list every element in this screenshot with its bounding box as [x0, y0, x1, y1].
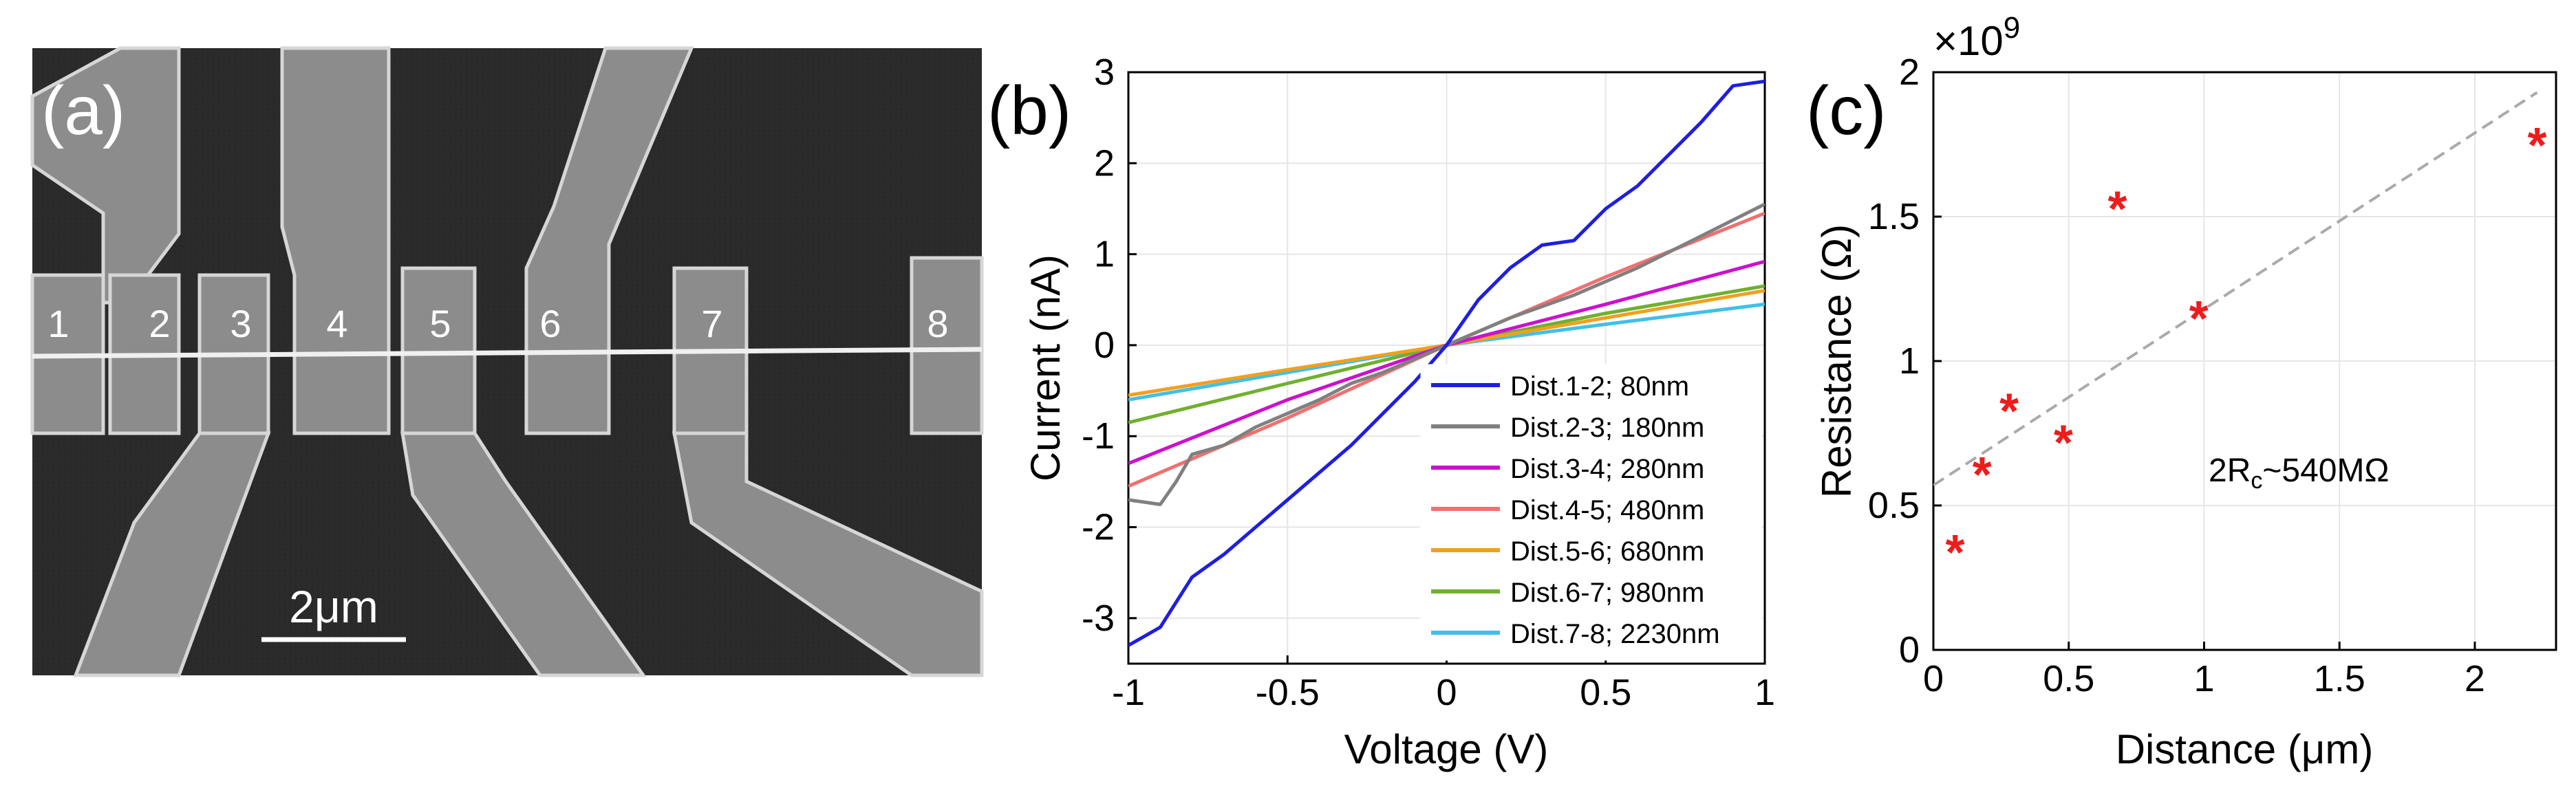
data-points: *******: [1945, 118, 2546, 580]
x-tick-label: -1: [1112, 672, 1145, 713]
legend-box: [1420, 364, 1762, 661]
chart-b: (b) -1 -0.5 0 0.5 1 3 2 1 0 -1 -2 -3 Voltage (V) Cu…: [987, 52, 1775, 772]
electrode-label: 1: [47, 302, 69, 345]
data-point: *: [1999, 384, 2019, 439]
legend-label: Dist.4-5; 480nm: [1510, 495, 1704, 525]
series-line: [1128, 79, 1765, 647]
electrode-label: 7: [701, 302, 722, 345]
y-tick-label: 1.5: [1868, 196, 1920, 237]
x-axis-label: Voltage (V): [1344, 726, 1549, 772]
fit-annotation: 2Rc~540MΩ: [2209, 453, 2389, 494]
y-tick-label: 1: [1899, 340, 1920, 382]
scale-bar-label: 2μm: [289, 581, 378, 632]
x-tick-label: 0: [1436, 672, 1457, 713]
x-tick-label: 1: [2193, 658, 2214, 699]
fit-line: [1933, 91, 2538, 487]
series-group: [1128, 79, 1765, 647]
y-tick-label: -3: [1082, 598, 1115, 639]
electrode-label: 6: [539, 302, 561, 345]
panel-a-label: (a): [41, 72, 125, 149]
y-tick-label: 1: [1094, 234, 1115, 275]
electrode-label: 8: [927, 302, 948, 345]
nanowire: [32, 347, 983, 359]
panel-b-label: (b): [987, 72, 1071, 149]
x-tick-label: 1: [1754, 672, 1775, 713]
legend: Dist.1-2; 80nm Dist.2-3; 180nm Dist.3-4; 2…: [1420, 364, 1762, 661]
electrode-label: 2: [149, 302, 170, 345]
x-axis-label: Distance (μm): [2116, 726, 2374, 772]
y-tick-label: 2: [1094, 142, 1115, 184]
panel-c-label: (c): [1806, 72, 1887, 149]
series-line: [1128, 202, 1765, 506]
annotation-main: 2R: [2209, 453, 2251, 489]
chart-c: (c) 0 0.5 1 1.5 200.511.52 ******* Distance …: [1806, 11, 2557, 772]
data-point: *: [1973, 448, 1992, 503]
electrode-label: 4: [326, 302, 347, 345]
y-tick-label: 0: [1094, 325, 1115, 366]
annotation-tail: ~540MΩ: [2262, 453, 2389, 489]
ticks: 0 0.5 1 1.5 2 0 0.5 1 1.5 2: [1868, 52, 2485, 699]
y-tick-label: -2: [1082, 507, 1115, 548]
y-tick-label: 0: [1899, 629, 1920, 671]
y-multiplier: ×109: [1933, 11, 2020, 64]
legend-label: Dist.6-7; 980nm: [1510, 578, 1704, 608]
legend-label: Dist.2-3; 180nm: [1510, 413, 1704, 443]
y-tick-label: -1: [1082, 415, 1115, 457]
y-axis-label: Resistance (Ω): [1814, 224, 1860, 498]
grid: [1933, 72, 2556, 651]
y-tick-label: 3: [1094, 52, 1115, 93]
x-tick-label: 0.5: [1580, 672, 1631, 713]
electrode-label: 5: [429, 302, 451, 345]
y-axis-label: Current (nA): [1022, 254, 1069, 481]
ticks: -1 -0.5 0 0.5 1 3 2 1 0 -1 -2 -3: [1082, 52, 1775, 713]
sem-image: 1 2 3 4 5 6 7 8 (a) 2μm: [30, 46, 984, 677]
y-multiplier-base: ×10: [1933, 18, 2004, 64]
y-tick-label: 2: [1899, 52, 1920, 93]
y-tick-label: 0.5: [1868, 485, 1920, 526]
x-tick-label: 1.5: [2314, 658, 2365, 699]
legend-label: Dist.3-4; 280nm: [1510, 454, 1704, 484]
legend-label: Dist.5-6; 680nm: [1510, 536, 1704, 567]
data-point: *: [2189, 292, 2209, 347]
data-point: *: [2108, 182, 2127, 237]
data-point: *: [1945, 525, 1964, 580]
x-tick-label: 0.5: [2043, 658, 2094, 699]
electrode-label: 3: [230, 302, 251, 345]
y-multiplier-exponent: 9: [2004, 11, 2020, 45]
x-tick-label: 2: [2465, 658, 2485, 699]
x-tick-label: 0: [1923, 658, 1944, 699]
x-tick-label: -0.5: [1256, 672, 1320, 713]
legend-label: Dist.7-8; 2230nm: [1510, 619, 1720, 649]
legend-label: Dist.1-2; 80nm: [1510, 371, 1689, 402]
data-point: *: [2527, 118, 2546, 173]
annotation-subscript: c: [2251, 468, 2262, 494]
fit-line-path: [1933, 91, 2538, 487]
data-point: *: [2054, 416, 2073, 471]
